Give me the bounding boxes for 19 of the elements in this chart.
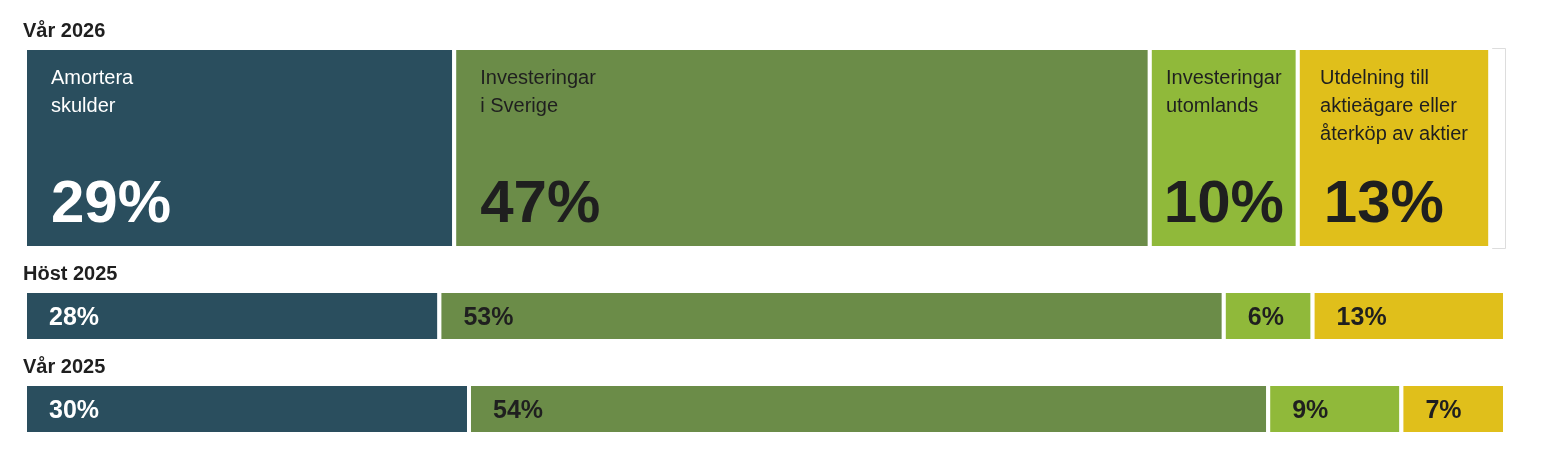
series-label: Investeringar utomlands (1166, 66, 1282, 116)
data-label: 13% (1323, 168, 1444, 235)
data-label: 13% (1336, 301, 1387, 330)
data-label: 6% (1247, 301, 1284, 330)
data-label: 29% (51, 168, 172, 235)
data-label: 7% (1425, 394, 1462, 423)
data-label: 9% (1292, 394, 1329, 423)
y-tick-label: Höst 2025 (23, 262, 118, 284)
data-label: 53% (463, 301, 514, 330)
series-label: Utdelning till aktieägare eller återköp av aktier (1320, 66, 1469, 144)
data-label: 28% (49, 301, 100, 330)
series-label: Investeringar i Sverige (480, 66, 597, 116)
y-tick-label: Vår 2026 (23, 19, 106, 41)
data-label: 10% (1163, 168, 1284, 235)
data-label: 54% (493, 394, 544, 423)
data-label: 30% (49, 394, 100, 423)
series-label: Amortera skulder (51, 66, 135, 116)
data-label: 47% (480, 168, 601, 235)
y-tick-label: Vår 2025 (23, 355, 106, 377)
